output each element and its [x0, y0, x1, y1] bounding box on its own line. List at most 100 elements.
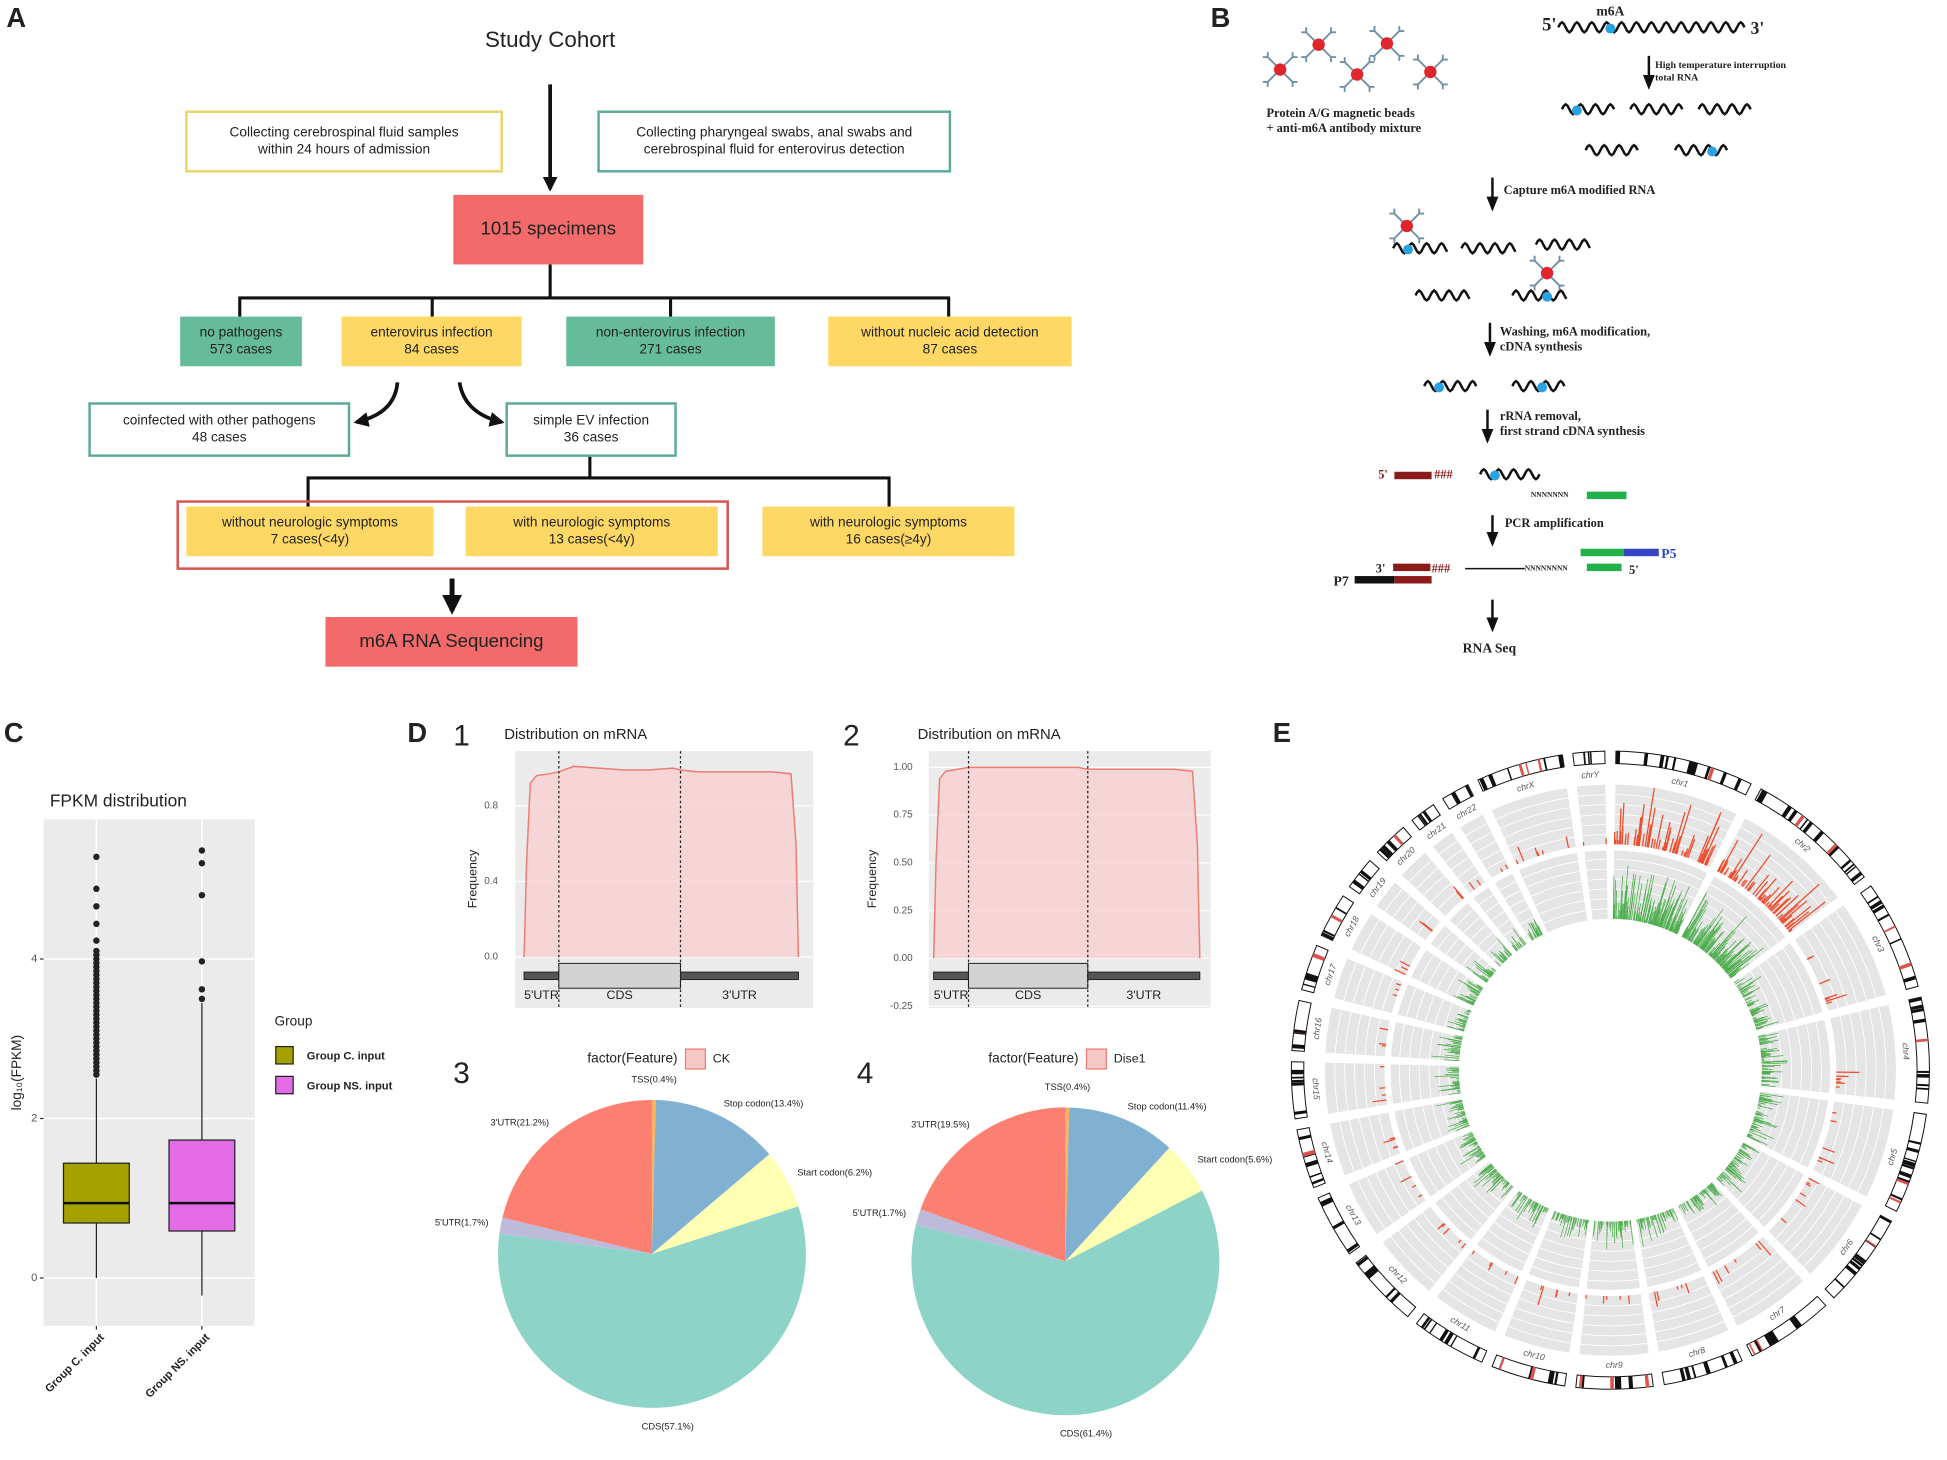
track-grid	[1424, 995, 1435, 1022]
track-bar	[1680, 1204, 1686, 1215]
chromosome-label: chrX	[1516, 779, 1537, 794]
flow-text: m6A RNA Sequencing	[359, 630, 543, 651]
track-bar	[1641, 913, 1644, 923]
track-bar	[1824, 994, 1838, 1000]
track-grid	[1868, 1009, 1877, 1098]
ideogram-band	[1903, 975, 1917, 983]
track-bar	[1704, 845, 1714, 866]
track-bar	[1511, 1192, 1523, 1207]
track-bar	[1761, 1076, 1776, 1079]
track-bar	[1674, 929, 1677, 934]
track-bar	[1749, 1008, 1754, 1011]
track-bar	[1757, 1104, 1762, 1107]
track-background	[1390, 1064, 1461, 1104]
ideogram-band	[1335, 906, 1347, 915]
chromosome-label: chr9	[1606, 1360, 1623, 1370]
track-grid	[1434, 999, 1444, 1025]
track-bar	[1460, 993, 1476, 1003]
pie-slice	[651, 1154, 799, 1254]
flow-text: Collecting pharyngeal swabs, anal swabs …	[636, 125, 912, 140]
m6a-site	[1542, 291, 1553, 302]
track-bar	[1624, 885, 1629, 920]
track-bar	[1763, 886, 1780, 905]
track-bar	[1504, 864, 1509, 870]
track-bar	[1567, 1215, 1570, 1223]
track-bar	[1738, 986, 1742, 990]
track-bar	[1627, 873, 1635, 920]
track-bar	[1661, 1212, 1664, 1218]
protocol-text: RNA Seq	[1463, 640, 1517, 655]
track-bar	[1705, 932, 1723, 953]
track-bar	[1643, 875, 1655, 923]
pie-slice	[911, 1190, 1220, 1416]
track-bar	[1623, 865, 1629, 920]
slice-label: Start codon(6.2%)	[797, 1167, 872, 1177]
track-bar	[1515, 1195, 1527, 1212]
track-grid	[1520, 916, 1535, 925]
track-bar	[1747, 999, 1760, 1006]
track-bar	[1633, 916, 1635, 921]
track-background	[1460, 814, 1510, 878]
track-grid	[1613, 868, 1700, 891]
ideogram-band	[1908, 1139, 1922, 1145]
ideogram-band	[1479, 777, 1489, 791]
track-grid	[1431, 1104, 1443, 1138]
chromosome-label: chr10	[1522, 1347, 1546, 1362]
track-bar	[1641, 892, 1649, 923]
track-bar	[1728, 954, 1755, 976]
track-bar	[1472, 1000, 1476, 1003]
track-grid	[1526, 870, 1580, 888]
flow-box	[180, 316, 302, 367]
track-bar	[1741, 879, 1748, 888]
ideogram-band	[1628, 1376, 1633, 1389]
track-bar	[1489, 1169, 1497, 1176]
track-grid	[1587, 878, 1608, 881]
track-grid	[1582, 833, 1607, 837]
track-bar	[1622, 903, 1625, 920]
track-bar	[1708, 942, 1721, 956]
track-bar	[1620, 1221, 1624, 1249]
track-bar	[1742, 990, 1753, 997]
track-bar	[1487, 968, 1494, 975]
flow-box	[762, 506, 1015, 557]
track-bar	[1723, 1264, 1730, 1274]
track-bar	[1500, 868, 1504, 872]
track-bar	[1818, 978, 1831, 985]
track-bar	[1448, 1119, 1468, 1128]
track-bar	[1695, 917, 1716, 946]
track-bar	[1534, 921, 1542, 936]
chart-title: FPKM distribution	[50, 791, 187, 811]
track-bar	[1760, 1052, 1766, 1054]
track-bar	[1759, 1094, 1770, 1097]
rna-strand	[1629, 102, 1684, 116]
panel-label: 1	[453, 719, 470, 752]
flow-text: coinfected with other pathogens	[123, 413, 316, 428]
track-bar	[1454, 1041, 1462, 1044]
track-bar	[1704, 1188, 1709, 1193]
track-bar	[1535, 927, 1541, 937]
track-bar	[1673, 912, 1684, 933]
track-bar	[1787, 901, 1826, 932]
track-bar	[1641, 833, 1645, 847]
track-bar	[1707, 1186, 1717, 1197]
ideogram	[1290, 1061, 1308, 1120]
track-bar	[1474, 1142, 1478, 1145]
track-bar	[1422, 922, 1433, 932]
track-bar	[1431, 1055, 1460, 1059]
chromosome-label: chr1	[1671, 775, 1690, 789]
adapter	[1394, 471, 1432, 480]
track-bar	[1745, 1001, 1750, 1004]
track-bar	[1496, 1175, 1503, 1182]
track-bar	[1448, 1122, 1469, 1132]
ideogram-band	[1854, 1253, 1867, 1263]
track-bar	[1759, 1097, 1773, 1102]
track-grid	[1640, 1234, 1686, 1250]
track-grid	[1835, 910, 1877, 998]
track-grid	[1543, 910, 1586, 924]
flow-text: 36 cases	[564, 430, 619, 445]
track-bar	[1646, 825, 1652, 848]
track-grid	[1409, 1026, 1415, 1058]
ideogram-band	[1450, 791, 1461, 805]
track-bar	[1830, 1120, 1837, 1123]
track-bar	[1530, 1200, 1535, 1207]
